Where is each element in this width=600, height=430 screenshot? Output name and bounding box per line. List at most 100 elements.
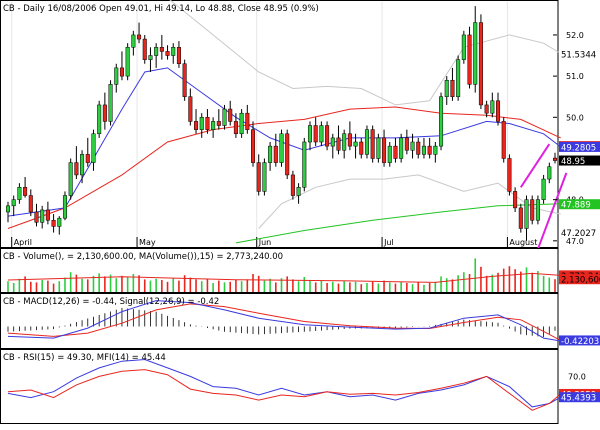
candle [222, 104, 227, 130]
macd-line [7, 300, 561, 342]
candle [359, 137, 364, 159]
candle [131, 30, 136, 56]
candle [370, 125, 375, 163]
candle-body [387, 145, 392, 163]
candle-body [228, 108, 233, 122]
candle-body [444, 79, 449, 97]
candle [51, 214, 56, 233]
candle-body [222, 108, 227, 126]
candle [125, 43, 130, 81]
ma-fast-line [7, 67, 562, 217]
candle [382, 129, 387, 167]
candle-body [307, 125, 313, 143]
price-value-label-bg [559, 199, 600, 210]
candle-body [353, 141, 358, 147]
candle-body [433, 145, 438, 155]
candle [85, 137, 90, 167]
candle [205, 109, 210, 134]
candle-body [296, 187, 301, 196]
volume-value-label-text: 2,130,600 [561, 276, 600, 286]
candle [11, 195, 16, 217]
candle [302, 137, 307, 192]
candle-body [490, 100, 495, 114]
candle [279, 129, 284, 167]
candle-body [17, 187, 22, 200]
trend-line [536, 172, 568, 250]
price-value-label-text: 47.2027 [561, 229, 596, 239]
price-plot: April May Jun Jul August [5, 0, 568, 250]
candle [387, 142, 392, 167]
candle-body [439, 96, 444, 147]
candle-body [501, 121, 506, 159]
trend-line [519, 143, 551, 188]
candle-body [40, 209, 45, 223]
candle [319, 121, 324, 147]
candle-body [404, 137, 409, 151]
price-value-label-bg [559, 49, 600, 60]
candle-body [250, 129, 256, 163]
candle-body [188, 96, 193, 122]
candle [552, 152, 558, 164]
y-tick-label: 47.0 [566, 237, 584, 246]
x-tick-label: August [509, 238, 537, 247]
candle-body [216, 121, 221, 126]
candle-body [91, 133, 96, 163]
candle-body [416, 141, 421, 155]
candle [211, 117, 216, 138]
candle [119, 51, 124, 81]
candle-body [211, 121, 216, 130]
x-tick-label: May [139, 238, 156, 247]
candle [461, 30, 466, 64]
candle [336, 125, 341, 155]
candle-body [125, 47, 130, 77]
candle-body [370, 129, 375, 159]
candle-body [5, 205, 11, 213]
price-value-label: 48.95 [559, 155, 600, 167]
candle [416, 137, 421, 159]
candle-body [530, 199, 535, 221]
candle [148, 47, 153, 72]
candle-body [421, 145, 426, 155]
candle [513, 187, 518, 212]
candle [530, 195, 535, 225]
candle [239, 109, 244, 138]
rsi-value-label-bg [559, 392, 600, 403]
candle-body [313, 125, 318, 143]
price-value-label-text: 49.2805 [561, 143, 596, 153]
candle [80, 150, 85, 184]
candle-body [154, 47, 159, 56]
candle-body [518, 207, 523, 229]
candle [142, 34, 147, 64]
candle-body [302, 141, 307, 188]
candle-body [119, 67, 124, 77]
candle-body [85, 154, 90, 163]
price-value-label-text: 47.889 [561, 201, 591, 211]
candle-body [336, 137, 341, 151]
candle [171, 43, 176, 64]
candle [541, 174, 546, 204]
candle [325, 121, 330, 151]
rsi-pane-frame [0, 349, 559, 424]
macd-plot [7, 300, 561, 342]
candle-body [450, 79, 455, 97]
candle-body [376, 137, 381, 159]
price-value-label: 47.2027 [559, 227, 600, 239]
candle-body [11, 199, 16, 207]
candle-body [171, 47, 176, 56]
candle [439, 92, 444, 151]
candle-body [74, 162, 79, 176]
candle [490, 92, 495, 118]
candle [456, 55, 461, 101]
price-value-label-text: 48.95 [561, 157, 585, 167]
candle [268, 142, 273, 171]
candle [496, 92, 501, 126]
candle [296, 183, 301, 204]
candle-body [461, 34, 466, 60]
candle [97, 100, 102, 138]
candle [535, 195, 540, 225]
candle-body [290, 174, 295, 196]
candle [285, 129, 290, 180]
candle [68, 158, 73, 200]
